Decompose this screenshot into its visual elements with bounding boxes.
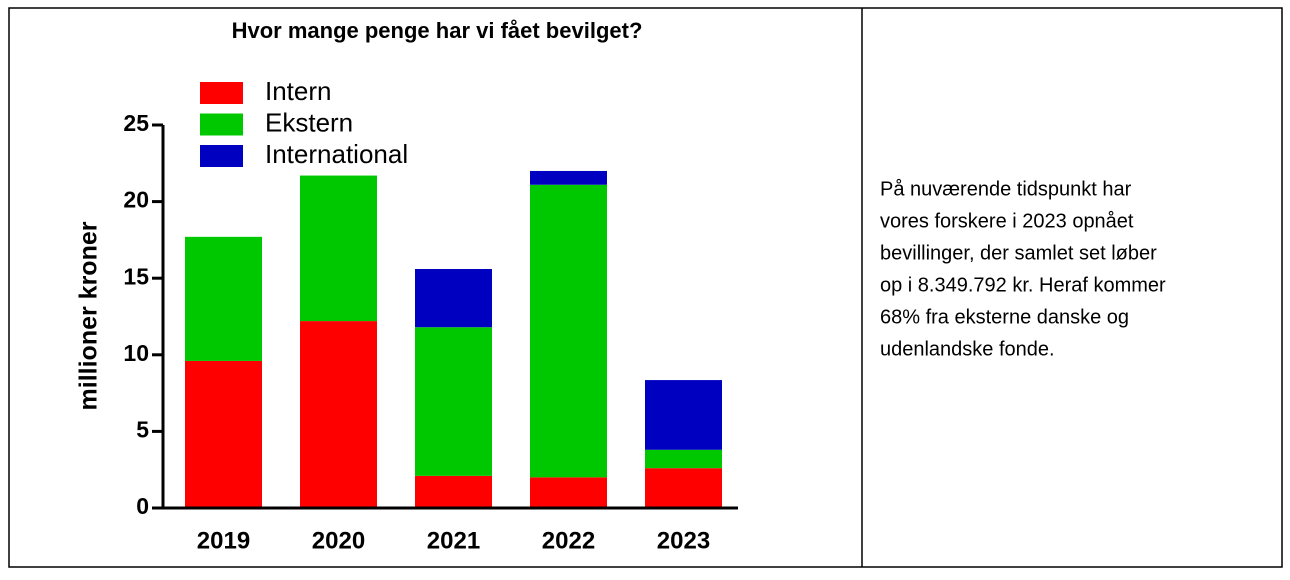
legend-label: Intern [265,76,332,106]
y-tick-label: 10 [123,340,149,366]
bar-segment [645,449,722,469]
note-line: op i 8.349.792 kr. Heraf kommer [880,274,1166,296]
y-tick-label: 25 [123,110,149,136]
chart-title: Hvor mange penge har vi fået bevilget? [232,18,643,43]
note-line: På nuværende tidspunkt har [880,178,1132,200]
x-tick-label: 2020 [312,527,365,554]
x-tick-label: 2022 [542,527,595,554]
x-tick-label: 2021 [427,527,480,554]
bar-segment [185,236,262,361]
note-line: udenlandske fonde. [880,338,1055,360]
note-line: 68% fra eksterne danske og [880,306,1129,328]
bar-segment [300,321,377,508]
x-tick-label: 2019 [197,527,250,554]
legend-label: Ekstern [265,107,353,137]
bar-segment [530,184,607,478]
bar-segment [300,175,377,322]
y-tick-label: 20 [123,187,149,213]
bar-segment [415,269,492,328]
bar-segment [415,327,492,476]
note-line: bevillinger, der samlet set løber [880,242,1157,264]
table-border [8,7,1283,568]
bar-segment [645,380,722,450]
y-tick-label: 5 [136,416,149,442]
legend-swatch [200,82,243,104]
bar-segment [530,170,607,185]
bar-segment [530,477,607,508]
y-tick-label: 15 [123,263,149,289]
note-line: vores forskere i 2023 opnået [880,210,1134,232]
bar-segment [645,468,722,508]
legend-swatch [200,145,243,167]
bar-segment [415,475,492,508]
x-tick-label: 2023 [657,527,710,554]
y-tick-label: 0 [136,493,149,519]
legend-label: International [265,139,408,169]
y-axis-label: millioner kroner [75,221,103,410]
legend-swatch [200,113,243,136]
bar-segment [185,360,262,508]
